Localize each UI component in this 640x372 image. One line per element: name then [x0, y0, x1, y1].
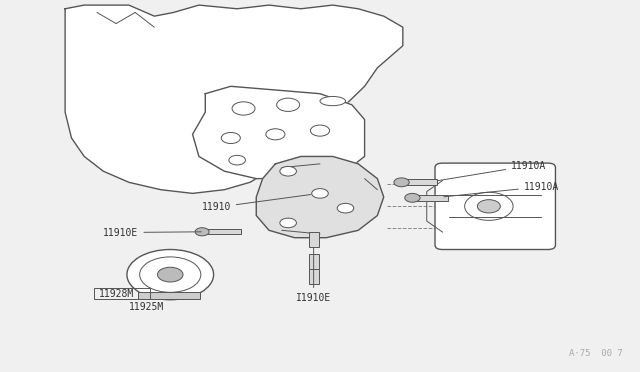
- FancyBboxPatch shape: [435, 163, 556, 250]
- FancyBboxPatch shape: [308, 254, 319, 269]
- Circle shape: [337, 203, 354, 213]
- FancyBboxPatch shape: [202, 229, 241, 234]
- Circle shape: [276, 98, 300, 112]
- FancyBboxPatch shape: [308, 232, 319, 247]
- FancyBboxPatch shape: [412, 195, 448, 201]
- Circle shape: [157, 267, 183, 282]
- Text: 11910A: 11910A: [438, 161, 547, 181]
- Polygon shape: [256, 157, 384, 238]
- Circle shape: [280, 218, 296, 228]
- Circle shape: [312, 189, 328, 198]
- Circle shape: [229, 155, 246, 165]
- Text: 11910E: 11910E: [103, 228, 201, 237]
- Ellipse shape: [320, 96, 346, 106]
- Text: I1910E: I1910E: [296, 248, 332, 303]
- Circle shape: [394, 178, 409, 187]
- Circle shape: [310, 125, 330, 136]
- Text: 11925M: 11925M: [129, 302, 164, 312]
- Text: 11910: 11910: [202, 195, 311, 212]
- FancyBboxPatch shape: [308, 269, 319, 284]
- Circle shape: [280, 166, 296, 176]
- Circle shape: [404, 193, 420, 202]
- Circle shape: [127, 250, 214, 300]
- Polygon shape: [65, 5, 403, 193]
- Circle shape: [221, 132, 241, 144]
- FancyBboxPatch shape: [138, 292, 200, 299]
- Text: 11910A: 11910A: [444, 182, 559, 197]
- Circle shape: [266, 129, 285, 140]
- Circle shape: [232, 102, 255, 115]
- Text: A·75  00 7: A·75 00 7: [569, 349, 623, 358]
- Polygon shape: [193, 86, 365, 179]
- Text: 11928M: 11928M: [99, 289, 134, 299]
- Circle shape: [195, 228, 209, 236]
- FancyBboxPatch shape: [401, 179, 437, 185]
- Circle shape: [477, 200, 500, 213]
